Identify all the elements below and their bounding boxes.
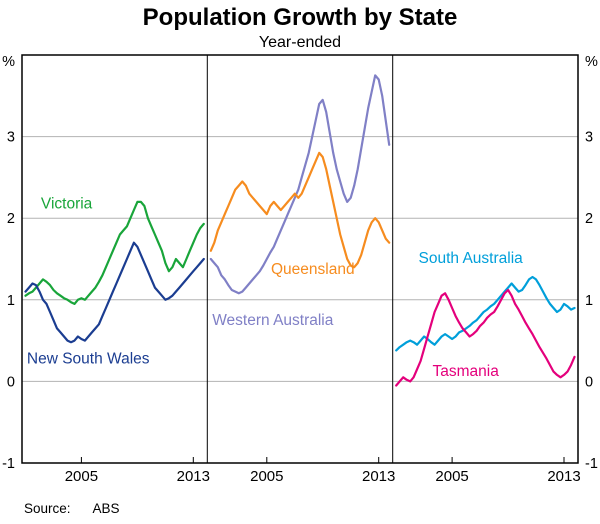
- series-line-tasmania: [395, 288, 576, 387]
- y-axis-label-left-0: 0: [7, 374, 15, 390]
- series-label-queensland: Queensland: [271, 261, 355, 278]
- y-axis-unit-left: %: [2, 54, 15, 70]
- y-axis-label-left--1: -1: [2, 456, 15, 472]
- y-axis-label-right-3: 3: [585, 130, 593, 146]
- y-axis-label-right-2: 2: [585, 211, 593, 227]
- series-label-new-south-wales: New South Wales: [27, 351, 150, 368]
- plot-frame: [21, 54, 579, 464]
- x-axis-label-2013: 2013: [177, 468, 210, 485]
- y-axis-label-right-1: 1: [585, 293, 593, 309]
- y-axis-label-right--1: -1: [585, 456, 598, 472]
- series-line-western-australia: [209, 74, 391, 295]
- series-label-western-australia: Western Australia: [212, 312, 334, 329]
- y-axis-label-left-2: 2: [7, 211, 15, 227]
- y-axis-unit-right: %: [585, 54, 598, 70]
- x-axis-label-2005: 2005: [435, 468, 468, 485]
- series-label-south-australia: South Australia: [419, 250, 524, 267]
- x-axis-label-2013: 2013: [547, 468, 580, 485]
- y-axis-label-left-3: 3: [7, 130, 15, 146]
- series-line-south-australia: [395, 275, 576, 352]
- series-line-new-south-wales: [24, 241, 205, 344]
- series-line-queensland: [209, 151, 391, 269]
- chart-title: Population Growth by State: [142, 4, 458, 31]
- y-axis-label-left-1: 1: [7, 293, 15, 309]
- x-axis-label-2005: 2005: [250, 468, 283, 485]
- series-label-tasmania: Tasmania: [433, 363, 500, 380]
- source-note: Source: ABS: [24, 501, 120, 516]
- source-value: ABS: [92, 501, 120, 516]
- x-axis-label-2013: 2013: [362, 468, 395, 485]
- series-line-victoria: [24, 200, 205, 305]
- chart-subtitle: Year-ended: [258, 34, 342, 51]
- y-axis-label-right-0: 0: [585, 374, 593, 390]
- x-axis-label-2005: 2005: [65, 468, 98, 485]
- source-label: Source:: [24, 501, 71, 516]
- series-label-victoria: Victoria: [41, 196, 93, 213]
